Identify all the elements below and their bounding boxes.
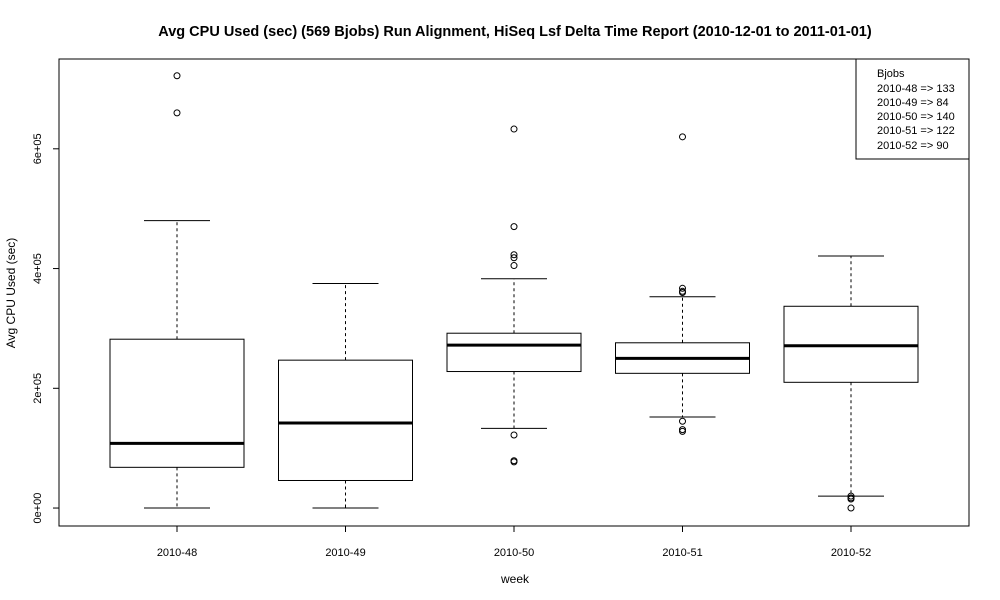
outlier-point xyxy=(679,289,686,296)
x-tick-label: 2010-52 xyxy=(831,547,871,559)
outlier-point xyxy=(679,133,686,141)
legend-box xyxy=(855,58,970,160)
outlier-point xyxy=(679,417,686,425)
legend-entry: 2010-48 => 133 xyxy=(877,83,955,95)
x-tick-label: 2010-51 xyxy=(662,547,702,559)
chart-title: Avg CPU Used (sec) (569 Bjobs) Run Align… xyxy=(158,24,872,40)
outlier-point xyxy=(847,504,855,512)
box-iqr xyxy=(109,338,245,468)
legend-entry: 2010-49 => 84 xyxy=(877,97,949,109)
y-tick-label: 6e+05 xyxy=(32,133,44,164)
x-tick-label: 2010-50 xyxy=(494,547,534,559)
outlier-point xyxy=(847,495,855,503)
outlier-point xyxy=(510,223,518,231)
outlier-point xyxy=(510,458,518,466)
outlier-point xyxy=(510,262,518,270)
x-axis-title: week xyxy=(500,572,530,586)
x-tick-label: 2010-49 xyxy=(325,547,365,559)
legend-entry: 2010-50 => 140 xyxy=(877,111,955,123)
y-tick-label: 4e+05 xyxy=(32,253,44,284)
box-iqr xyxy=(278,359,413,481)
outlier-point xyxy=(510,431,518,439)
y-axis-title: Avg CPU Used (sec) xyxy=(4,238,18,348)
legend-entry: 2010-51 => 122 xyxy=(877,125,955,137)
outlier-point xyxy=(510,251,518,259)
legend: Bjobs 2010-48 => 133 2010-49 => 84 2010-… xyxy=(855,58,970,160)
outlier-point xyxy=(679,284,686,292)
plot-layer: 0e+00 2e+05 4e+05 6e+05 2010-48 2010-49 2010-5… xyxy=(32,72,919,559)
legend-entry: 2010-52 => 90 xyxy=(877,140,949,152)
outlier-point xyxy=(679,427,686,435)
x-tick-label: 2010-48 xyxy=(157,547,197,559)
outlier-point xyxy=(173,109,181,117)
y-tick-label: 0e+00 xyxy=(32,493,44,524)
outlier-point xyxy=(510,125,518,133)
legend-title: Bjobs xyxy=(877,68,905,80)
box-iqr xyxy=(446,332,582,373)
outlier-point xyxy=(510,254,518,262)
outlier-point xyxy=(173,72,181,80)
y-tick-label: 2e+05 xyxy=(32,373,44,404)
